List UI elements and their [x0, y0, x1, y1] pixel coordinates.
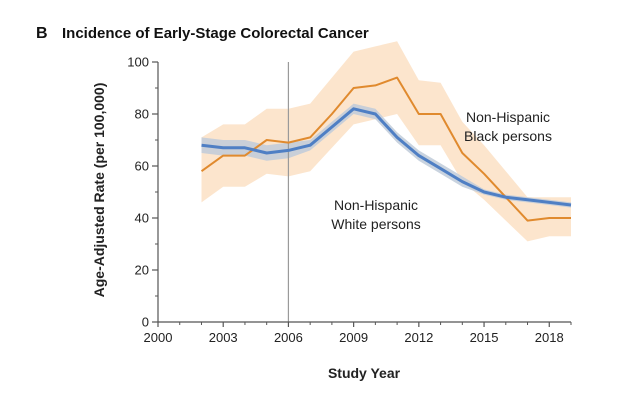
series-label-white: Non-Hispanic White persons	[331, 197, 420, 232]
x-tick-label-2003: 2003	[209, 330, 238, 345]
y-tick-label-20: 20	[135, 263, 149, 278]
x-axis-title: Study Year	[328, 365, 401, 381]
series-label-line: White persons	[331, 216, 420, 232]
series-label-line: Black persons	[464, 128, 552, 144]
y-tick-label-0: 0	[142, 315, 149, 330]
y-tick-label-40: 40	[135, 211, 149, 226]
panel-label: B	[36, 25, 48, 42]
y-tick-label-100: 100	[127, 55, 149, 70]
y-axis-title: Age-Adjusted Rate (per 100,000)	[91, 83, 107, 298]
chart-title: Incidence of Early-Stage Colorectal Canc…	[62, 25, 369, 42]
y-tick-label-60: 60	[135, 159, 149, 174]
x-tick-label-2015: 2015	[470, 330, 499, 345]
x-tick-label-2000: 2000	[144, 330, 173, 345]
x-tick-label-2009: 2009	[339, 330, 368, 345]
x-tick-label-2006: 2006	[274, 330, 303, 345]
x-tick-label-2012: 2012	[404, 330, 433, 345]
x-tick-label-2018: 2018	[535, 330, 564, 345]
series-label-line: Non-Hispanic	[466, 109, 550, 125]
series-line-black	[200, 76, 571, 222]
series-line-white	[201, 107, 572, 207]
y-tick-label-80: 80	[135, 107, 149, 122]
series-label-black: Non-Hispanic Black persons	[464, 109, 552, 144]
series-label-line: Non-Hispanic	[334, 197, 418, 213]
